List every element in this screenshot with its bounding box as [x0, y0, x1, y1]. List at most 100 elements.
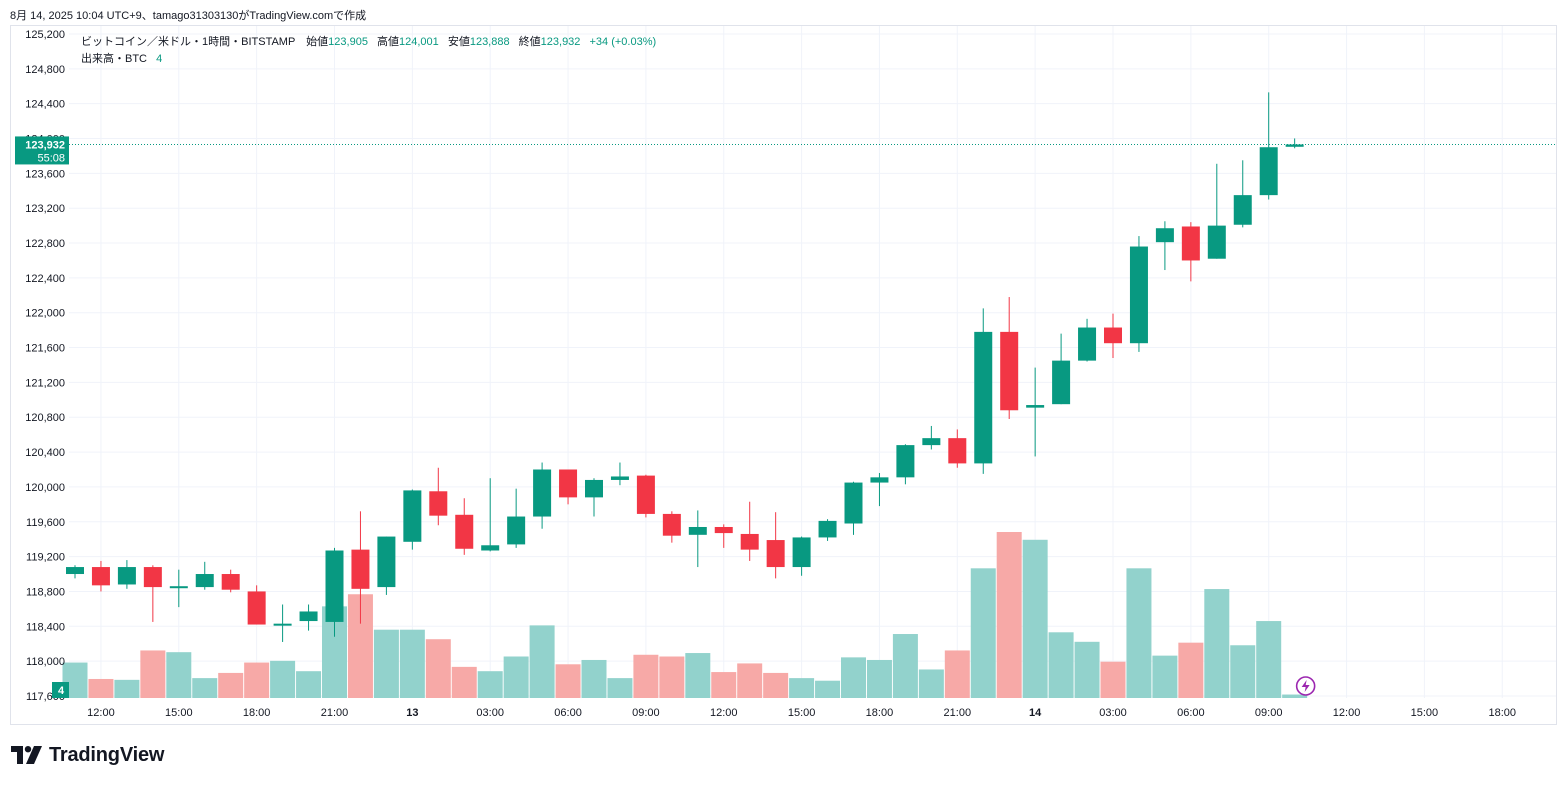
candle[interactable] — [1207, 163, 1226, 259]
volume-bar — [711, 672, 737, 698]
volume-bar — [918, 669, 944, 698]
last-price-tag[interactable] — [15, 136, 69, 165]
candle[interactable] — [740, 501, 759, 561]
candle[interactable] — [1155, 221, 1174, 271]
candle[interactable] — [714, 524, 733, 548]
candle-body — [403, 490, 422, 542]
candle[interactable] — [974, 308, 993, 474]
candle-body — [818, 520, 837, 538]
candle[interactable] — [351, 511, 370, 624]
candle[interactable] — [766, 512, 785, 579]
candle[interactable] — [870, 472, 889, 507]
legend-symbol[interactable]: ビットコイン／米ドル・1時間・BITSTAMP — [81, 36, 296, 48]
candlestick-chart[interactable]: 125,200124,800124,400124,000123,600123,2… — [11, 26, 1557, 725]
tradingview-logo[interactable]: TradingView — [11, 743, 164, 767]
candle-body — [1026, 405, 1045, 408]
candle-body — [169, 586, 188, 589]
candle[interactable] — [559, 469, 578, 505]
candle[interactable] — [818, 519, 837, 541]
candle-body — [714, 526, 733, 534]
candle-body — [1078, 327, 1097, 361]
candle[interactable] — [585, 478, 603, 517]
y-tick-label: 119,600 — [26, 517, 65, 529]
candle[interactable] — [377, 536, 396, 595]
x-tick-label: 15:00 — [1411, 707, 1439, 719]
candle[interactable] — [636, 474, 655, 518]
candle-body — [896, 445, 915, 478]
candle[interactable] — [91, 560, 110, 592]
candle[interactable] — [169, 569, 188, 608]
y-tick-label: 118,800 — [26, 586, 65, 598]
candle[interactable] — [325, 547, 344, 637]
candle[interactable] — [948, 429, 967, 468]
x-tick-label: 15:00 — [165, 707, 193, 719]
candle-body — [117, 567, 136, 585]
candle[interactable] — [195, 561, 214, 590]
tradingview-mark-icon — [11, 746, 42, 764]
candle-body — [1233, 195, 1252, 225]
y-tick-label: 122,400 — [25, 273, 65, 285]
candle[interactable] — [896, 444, 915, 485]
candle[interactable] — [1181, 222, 1200, 282]
candle[interactable] — [1259, 92, 1278, 200]
volume-bar — [841, 657, 866, 698]
candle[interactable] — [455, 498, 474, 555]
candle[interactable] — [1233, 160, 1252, 228]
volume-bar — [244, 662, 270, 698]
candle[interactable] — [221, 569, 240, 593]
volume-bar — [1048, 632, 1074, 698]
chart-legend: ビットコイン／米ドル・1時間・BITSTAMP 始値123,905 高値124,… — [81, 34, 656, 68]
candle[interactable] — [1078, 318, 1097, 362]
candle-body — [766, 540, 785, 568]
legend-low-value: 123,888 — [469, 36, 510, 48]
y-tick-label: 124,400 — [25, 99, 65, 111]
candle-body — [429, 491, 448, 516]
candle[interactable] — [662, 511, 681, 543]
candle[interactable] — [844, 481, 863, 535]
candle[interactable] — [1026, 367, 1045, 457]
candle[interactable] — [610, 462, 629, 486]
candle[interactable] — [1129, 236, 1148, 352]
candle[interactable] — [481, 478, 500, 552]
candle[interactable] — [688, 510, 707, 568]
candle-body — [325, 550, 344, 622]
candle[interactable] — [792, 536, 811, 576]
chart-panel[interactable]: 125,200124,800124,400124,000123,600123,2… — [10, 25, 1557, 725]
candle[interactable] — [1285, 138, 1304, 149]
y-tick-label: 120,000 — [25, 482, 65, 494]
candle[interactable] — [1104, 313, 1122, 359]
candle-body — [247, 591, 266, 625]
candle[interactable] — [533, 462, 552, 529]
candle[interactable] — [143, 565, 162, 622]
candle[interactable] — [273, 604, 292, 642]
candle[interactable] — [922, 425, 941, 450]
volume-bar — [1126, 568, 1152, 698]
y-tick-label: 125,200 — [25, 29, 65, 41]
candle[interactable] — [429, 467, 448, 526]
chart-snapshot-caption: 8月 14, 2025 10:04 UTC+9、tamago31303130がT… — [10, 10, 367, 22]
x-tick-label: 06:00 — [554, 707, 582, 719]
candle[interactable] — [117, 560, 136, 589]
candle[interactable] — [299, 604, 318, 631]
candle[interactable] — [403, 489, 422, 550]
volume-bar — [1178, 642, 1204, 698]
volume-bar — [140, 650, 166, 698]
volume-value-tag[interactable] — [52, 682, 69, 698]
volume-bar — [114, 679, 140, 698]
volume-bar — [1152, 655, 1178, 698]
candle[interactable] — [507, 488, 526, 548]
candle[interactable] — [1000, 297, 1019, 419]
candle-body — [507, 516, 526, 545]
candle-body — [662, 513, 681, 536]
x-tick-label: 13 — [406, 707, 418, 719]
bar-countdown: 55:08 — [37, 152, 65, 164]
candle[interactable] — [247, 585, 266, 625]
candle-body — [1104, 327, 1122, 344]
x-tick-label: 18:00 — [243, 707, 271, 719]
candle[interactable] — [66, 565, 84, 579]
candle-body — [792, 537, 811, 568]
volume-bar — [659, 656, 685, 698]
candle-body — [740, 533, 759, 550]
legend-volume-label[interactable]: 出来高・BTC — [81, 53, 147, 65]
candle[interactable] — [1052, 333, 1071, 405]
